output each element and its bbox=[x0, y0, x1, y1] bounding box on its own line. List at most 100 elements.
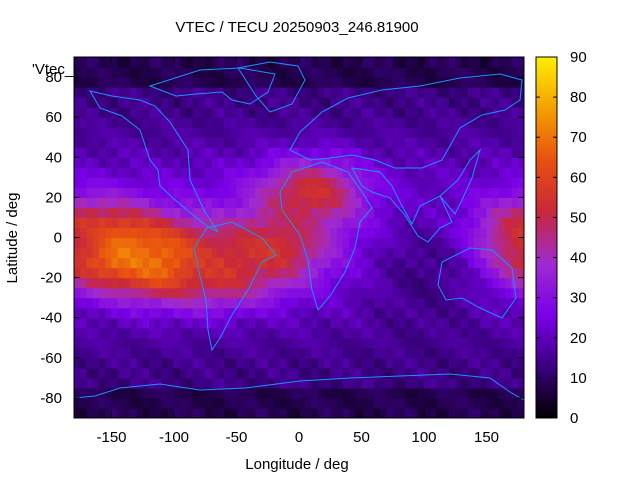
heatmap-cell bbox=[342, 137, 350, 148]
heatmap-cell bbox=[136, 367, 144, 379]
heatmap-cell bbox=[467, 317, 475, 329]
heatmap-cell bbox=[330, 147, 338, 158]
heatmap-cell bbox=[386, 267, 394, 279]
heatmap-cell bbox=[105, 367, 113, 379]
heatmap-cell bbox=[486, 197, 494, 209]
heatmap-cell bbox=[311, 327, 319, 339]
heatmap-cell bbox=[511, 217, 519, 229]
coast-greenland bbox=[237, 61, 306, 113]
heatmap-cell bbox=[480, 197, 488, 209]
heatmap-cell bbox=[467, 407, 475, 418]
heatmap-cell bbox=[186, 157, 194, 168]
heatmap-cell bbox=[74, 277, 81, 289]
heatmap-cell bbox=[455, 407, 463, 418]
heatmap-cell bbox=[417, 117, 425, 128]
heatmap-cell bbox=[274, 167, 281, 178]
heatmap-cell bbox=[136, 287, 144, 299]
heatmap-cell bbox=[199, 257, 206, 269]
heatmap-cell bbox=[74, 207, 81, 219]
heatmap-cell bbox=[474, 277, 481, 289]
heatmap-cell bbox=[205, 77, 213, 88]
heatmap-cell bbox=[386, 227, 394, 239]
x-tick-label: 150 bbox=[474, 429, 499, 446]
heatmap-cell bbox=[242, 277, 250, 289]
heatmap-cell bbox=[511, 407, 519, 418]
heatmap-cell bbox=[499, 327, 506, 339]
heatmap-cell bbox=[299, 227, 306, 239]
heatmap-cell bbox=[211, 77, 219, 88]
heatmap-cell bbox=[355, 327, 363, 339]
heatmap-cell bbox=[236, 247, 244, 259]
heatmap-cell bbox=[442, 77, 450, 88]
heatmap-cell bbox=[405, 297, 413, 309]
y-tick-label: 40 bbox=[45, 149, 62, 166]
heatmap-cell bbox=[505, 287, 513, 299]
heatmap-cell bbox=[180, 57, 188, 68]
heatmap-cell bbox=[399, 277, 406, 289]
heatmap-cell bbox=[336, 247, 344, 259]
heatmap-cell bbox=[480, 387, 488, 399]
heatmap-cell bbox=[261, 187, 269, 198]
heatmap-cell bbox=[430, 357, 438, 369]
heatmap-cell bbox=[380, 157, 388, 168]
heatmap-cell bbox=[149, 227, 156, 239]
heatmap-cell bbox=[136, 227, 144, 239]
heatmap-cell bbox=[411, 67, 419, 78]
heatmap-cell bbox=[467, 337, 475, 349]
heatmap-cell bbox=[405, 387, 413, 399]
heatmap-cell bbox=[405, 187, 413, 198]
heatmap-cell bbox=[267, 297, 275, 309]
heatmap-cell bbox=[286, 337, 294, 349]
heatmap-cell bbox=[236, 147, 244, 158]
heatmap-cell bbox=[442, 117, 450, 128]
heatmap-cell bbox=[311, 307, 319, 319]
heatmap-cell bbox=[186, 257, 194, 269]
heatmap-cell bbox=[492, 387, 500, 399]
heatmap-cell bbox=[317, 247, 325, 259]
heatmap-cell bbox=[242, 177, 250, 188]
heatmap-cell bbox=[86, 307, 94, 319]
heatmap-cell bbox=[330, 387, 338, 399]
heatmap-cell bbox=[455, 367, 463, 379]
heatmap-cell bbox=[174, 347, 181, 359]
heatmap-cell bbox=[355, 177, 363, 188]
heatmap-cell bbox=[517, 107, 524, 118]
heatmap-cell bbox=[117, 227, 125, 239]
heatmap-cell bbox=[517, 397, 524, 409]
heatmap-cell bbox=[317, 147, 325, 158]
heatmap-cell bbox=[267, 307, 275, 319]
heatmap-cell bbox=[180, 97, 188, 108]
heatmap-cell bbox=[224, 397, 231, 409]
heatmap-cell bbox=[317, 267, 325, 279]
heatmap-cell bbox=[492, 287, 500, 299]
heatmap-cell bbox=[449, 217, 456, 229]
heatmap-cell bbox=[374, 237, 381, 249]
heatmap-cell bbox=[317, 197, 325, 209]
heatmap-cell bbox=[149, 267, 156, 279]
heatmap-cell bbox=[199, 187, 206, 198]
heatmap-cell bbox=[124, 357, 131, 369]
heatmap-cell bbox=[255, 347, 263, 359]
heatmap-cell bbox=[436, 187, 444, 198]
heatmap-cell bbox=[74, 377, 81, 389]
heatmap-cell bbox=[224, 147, 231, 158]
heatmap-cell bbox=[355, 267, 363, 279]
y-tick-label: 80 bbox=[45, 69, 62, 86]
heatmap-cell bbox=[161, 297, 169, 309]
heatmap-cell bbox=[267, 267, 275, 279]
heatmap-cell bbox=[174, 127, 181, 138]
heatmap-cell bbox=[374, 167, 381, 178]
heatmap-cell bbox=[392, 177, 400, 188]
heatmap-cell bbox=[280, 147, 288, 158]
heatmap-cell bbox=[436, 57, 444, 68]
heatmap-cell bbox=[199, 407, 206, 418]
heatmap-cell bbox=[317, 397, 325, 409]
heatmap-cell bbox=[180, 147, 188, 158]
heatmap-cell bbox=[374, 227, 381, 239]
heatmap-cell bbox=[299, 337, 306, 349]
heatmap-cell bbox=[261, 77, 269, 88]
heatmap-cell bbox=[274, 397, 281, 409]
heatmap-cell bbox=[155, 407, 163, 418]
heatmap-cell bbox=[324, 277, 331, 289]
heatmap-cell bbox=[317, 167, 325, 178]
